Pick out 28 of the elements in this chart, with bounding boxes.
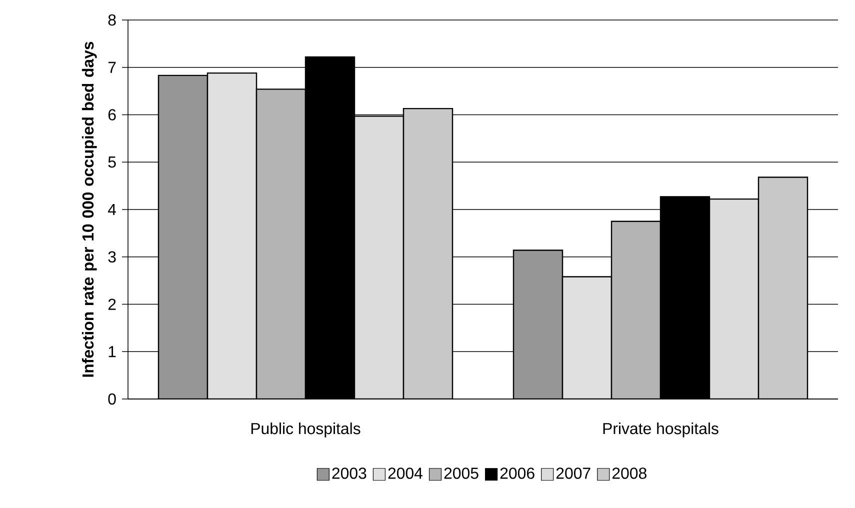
legend-label: 2006 (500, 468, 534, 479)
y-tick-label: 2 (108, 298, 116, 310)
y-tick-label: 3 (108, 251, 116, 263)
y-tick-label: 1 (108, 346, 116, 358)
bar (354, 116, 404, 399)
bar (610, 220, 662, 399)
y-tick-label: 5 (108, 156, 116, 168)
bar (402, 108, 454, 399)
y-tick-label: 8 (108, 14, 116, 26)
legend-label: 2007 (556, 468, 590, 479)
bar (206, 72, 258, 399)
bar (512, 250, 564, 399)
y-tick-label: 4 (108, 204, 116, 215)
legend-label: 2003 (332, 468, 366, 479)
legend-label: 2004 (388, 468, 422, 479)
bar (256, 88, 306, 399)
bar (708, 198, 760, 399)
legend-label: 2008 (612, 468, 646, 479)
y-tick-label: 6 (108, 109, 116, 120)
bar (758, 176, 808, 399)
legend-label: 2005 (444, 468, 478, 479)
y-tick-label: 7 (108, 62, 116, 73)
x-tick-label: Private hospitals (603, 422, 718, 438)
bar (562, 276, 612, 399)
x-tick-label: Public hospitals (251, 422, 360, 438)
bar (158, 74, 208, 399)
y-axis-title: Infection rate per 10 000 occupied bed days (82, 42, 97, 377)
y-tick-label: 0 (108, 393, 116, 405)
